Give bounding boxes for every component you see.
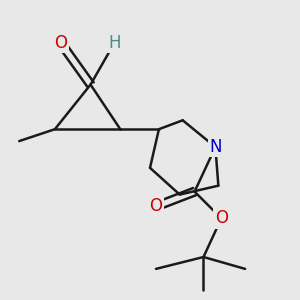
Text: N: N xyxy=(209,138,222,156)
Text: O: O xyxy=(215,209,228,227)
Text: O: O xyxy=(54,34,67,52)
Text: H: H xyxy=(108,34,121,52)
Text: O: O xyxy=(149,197,162,215)
